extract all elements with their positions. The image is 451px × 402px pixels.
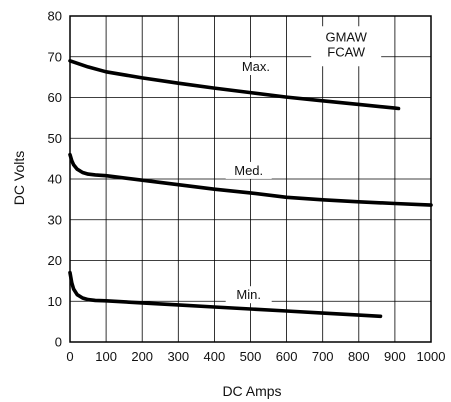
- legend-entry: GMAW: [325, 29, 367, 44]
- series-min-line: [68, 270, 383, 319]
- x-tick-label: 0: [66, 349, 73, 364]
- series-label-background: [225, 161, 272, 179]
- legend-entry: FCAW: [327, 44, 366, 59]
- series-max-line: [68, 58, 401, 111]
- series-labels: Max. Med. Min.: [225, 58, 279, 304]
- series-label-background: [232, 58, 279, 76]
- x-tick-label: 800: [348, 349, 370, 364]
- x-tick-label: 500: [240, 349, 262, 364]
- x-tick-label: 1000: [417, 349, 446, 364]
- curves: [68, 58, 433, 319]
- x-tick-label: 200: [131, 349, 153, 364]
- x-tick-label: 700: [312, 349, 334, 364]
- series-label: Med.: [234, 163, 263, 178]
- plot-frame: [69, 15, 432, 343]
- y-tick-label: 0: [55, 335, 62, 350]
- series-med-line: [68, 152, 433, 207]
- y-tick-label: 40: [48, 172, 62, 187]
- x-tick-label: 300: [167, 349, 189, 364]
- x-tick-label: 900: [384, 349, 406, 364]
- series-label-background: [225, 286, 272, 304]
- y-tick-label: 30: [48, 212, 62, 227]
- y-tick-label: 60: [48, 90, 62, 105]
- ticks: 0 100 200 300 400 500 600 700 800 900 1000 0 10 20 30 4…: [48, 9, 446, 365]
- y-tick-label: 70: [48, 49, 62, 64]
- y-axis-label: DC Volts: [11, 151, 27, 205]
- y-tick-label: 50: [48, 131, 62, 146]
- series-label: Max.: [242, 59, 270, 74]
- x-axis-label: DC Amps: [222, 383, 281, 399]
- y-tick-label: 20: [48, 253, 62, 268]
- x-tick-label: 600: [276, 349, 298, 364]
- legend-background: [311, 26, 382, 67]
- series-label: Min.: [236, 287, 261, 302]
- y-tick-label: 80: [48, 9, 62, 24]
- x-tick-label: 400: [204, 349, 226, 364]
- x-tick-label: 100: [95, 349, 117, 364]
- y-tick-label: 10: [48, 294, 62, 309]
